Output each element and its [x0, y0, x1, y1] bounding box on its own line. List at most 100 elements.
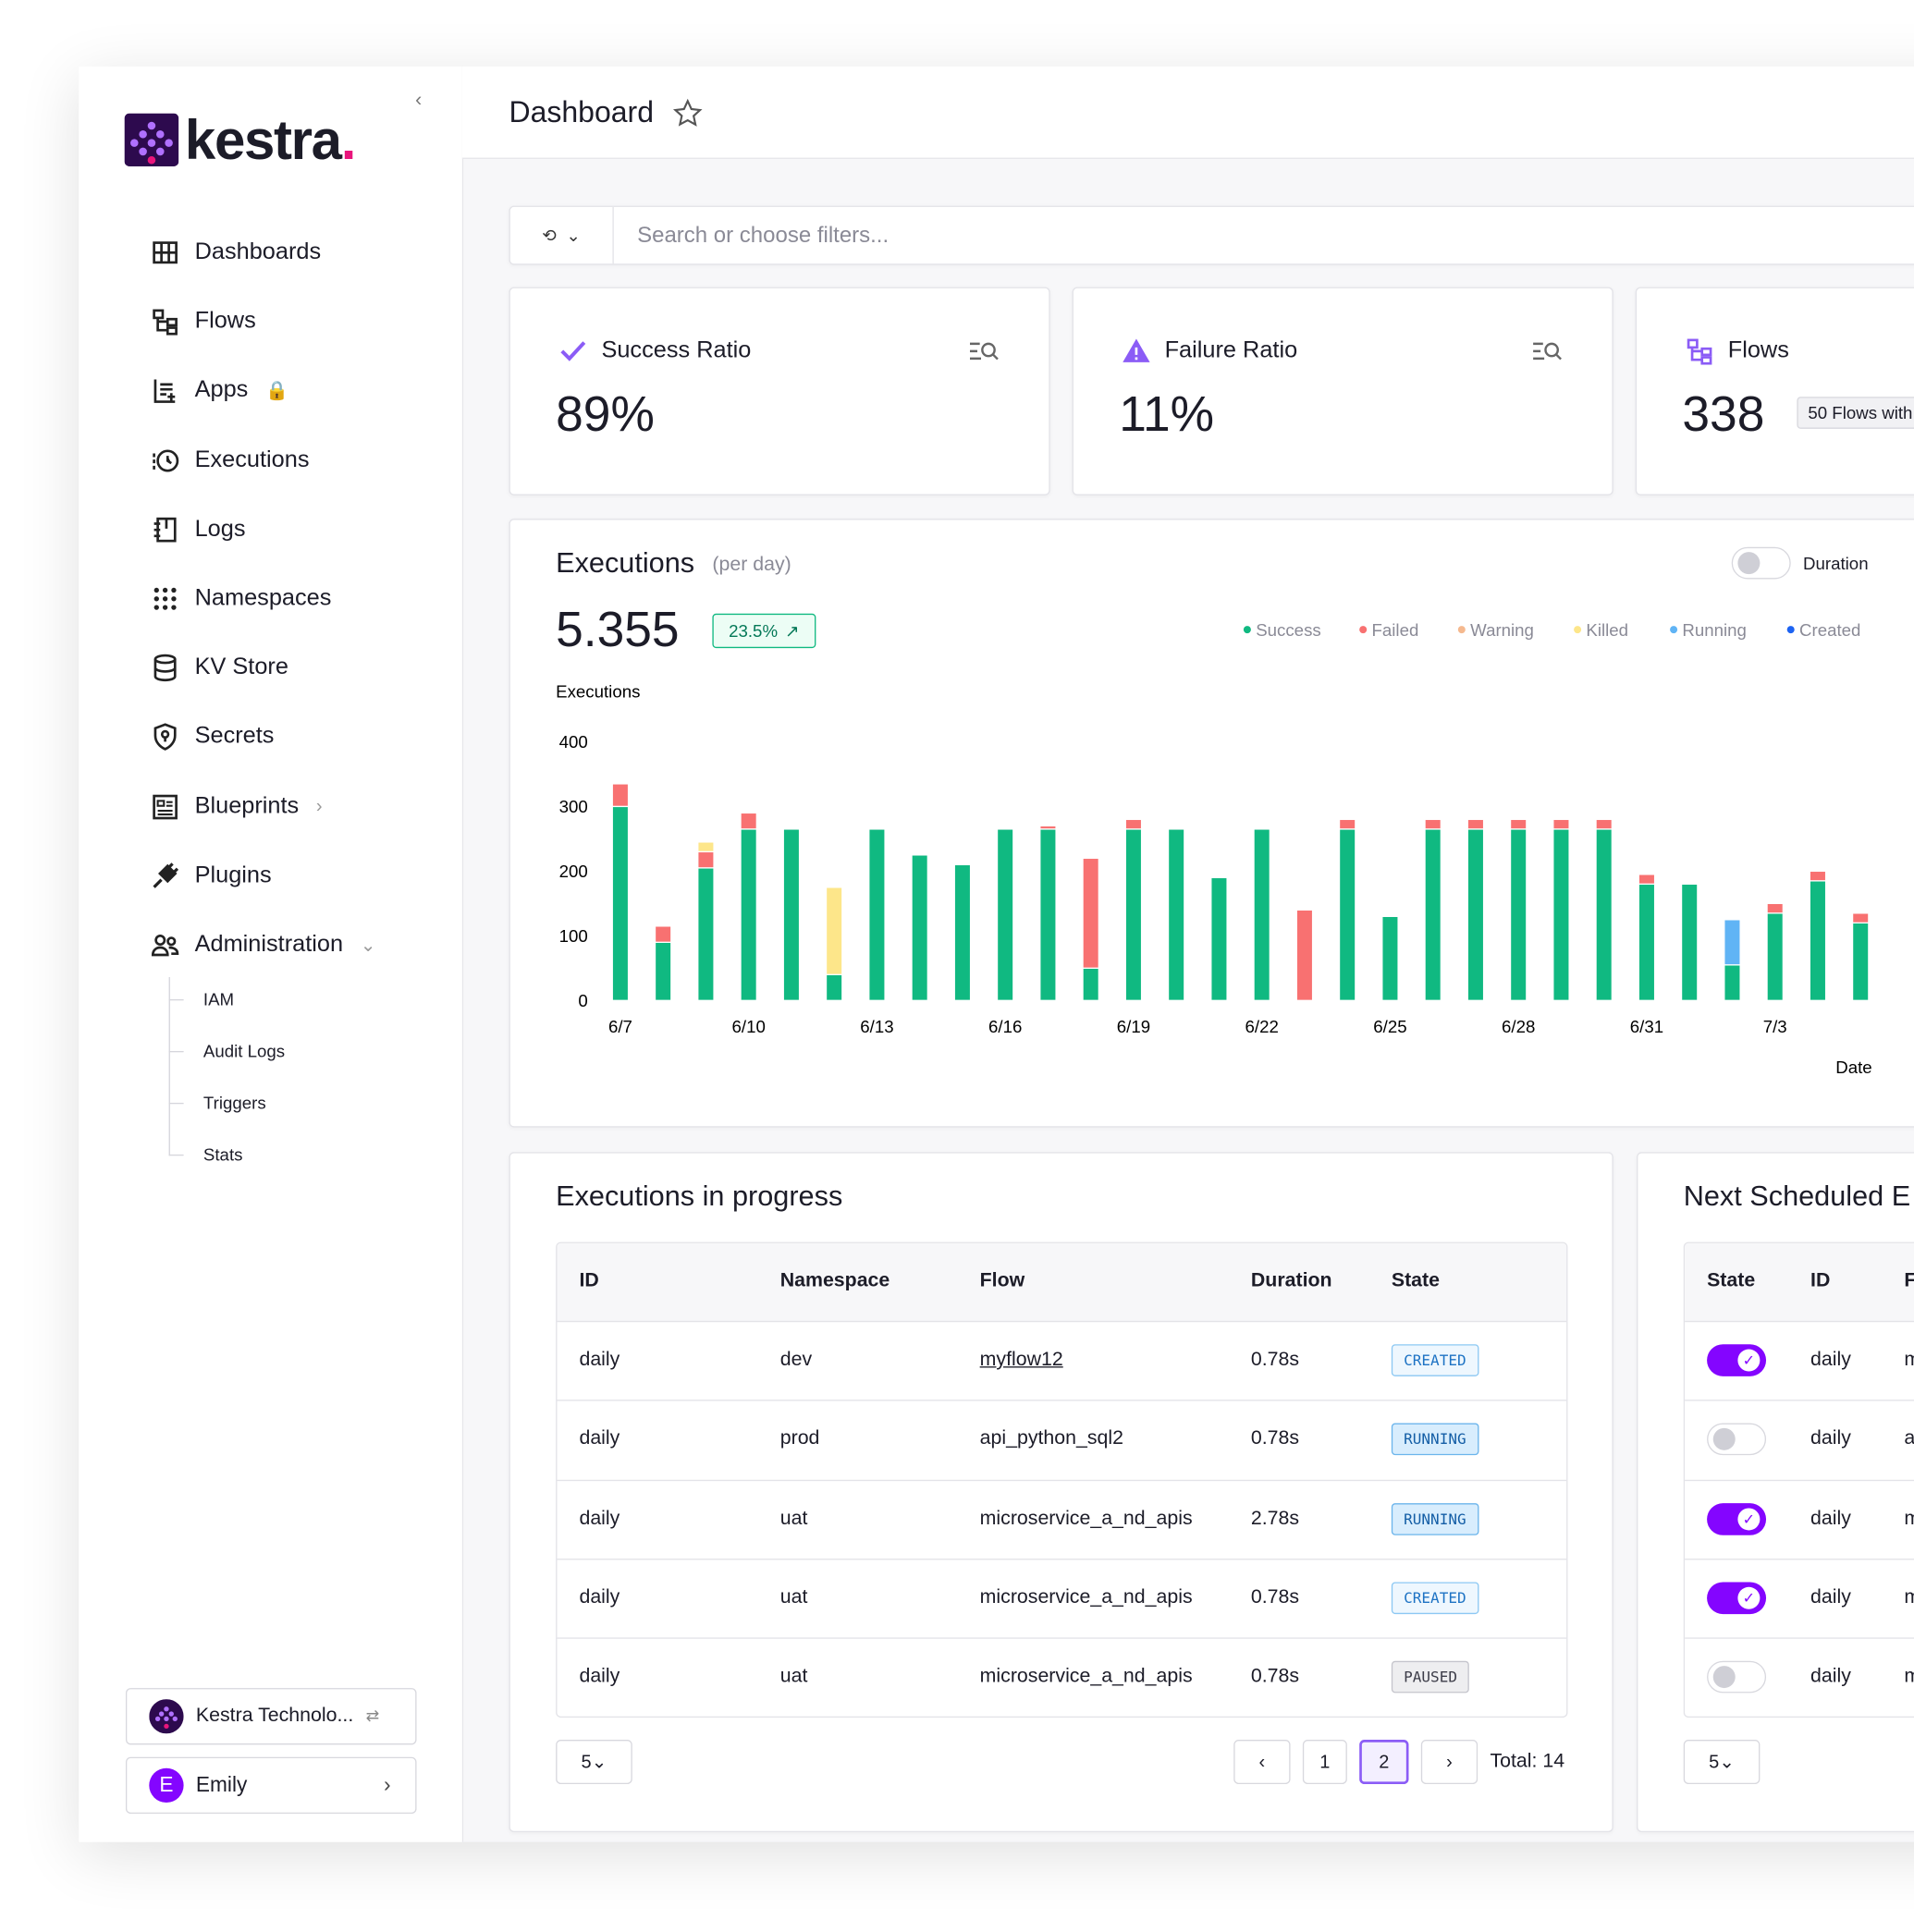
- bar-segment: [1851, 922, 1870, 1001]
- collapse-button[interactable]: ‹: [415, 90, 423, 111]
- legend-label[interactable]: Failed: [1372, 620, 1419, 640]
- bar-segment: [825, 973, 843, 1001]
- nav-item[interactable]: Administration ⌄: [151, 926, 376, 963]
- legend-dot[interactable]: [1359, 626, 1368, 634]
- legend-dot[interactable]: [1670, 626, 1678, 634]
- bar-segment: [1124, 828, 1143, 1001]
- nav-item[interactable]: KV Store: [151, 650, 288, 687]
- schedule-toggle[interactable]: [1707, 1423, 1767, 1456]
- legend-dot[interactable]: [1786, 626, 1795, 634]
- page-button[interactable]: 2: [1359, 1740, 1409, 1785]
- column-header[interactable]: F: [1904, 1270, 1914, 1292]
- table-cell: 0.78s: [1250, 1428, 1300, 1449]
- bar-segment: [1167, 828, 1185, 1001]
- schedule-toggle[interactable]: ✓: [1707, 1502, 1767, 1535]
- bar-segment: [1595, 828, 1613, 1001]
- bar-segment: [1124, 818, 1143, 830]
- nav-item[interactable]: Plugins: [151, 857, 272, 894]
- column-header[interactable]: Duration: [1250, 1270, 1332, 1291]
- legend-dot[interactable]: [1243, 626, 1251, 634]
- nav-item[interactable]: Secrets: [151, 719, 274, 756]
- user-menu[interactable]: E Emily ›: [125, 1756, 417, 1815]
- favorite-star[interactable]: [672, 98, 703, 128]
- x-tick-label: 6/16: [988, 1017, 1022, 1036]
- column-header[interactable]: ID: [579, 1270, 599, 1291]
- search-bar[interactable]: ⟲ ⌄ Search or choose filters...: [509, 205, 1914, 265]
- kpi-filter-button[interactable]: [1532, 339, 1564, 364]
- column-header[interactable]: State: [1391, 1270, 1440, 1291]
- x-tick-label: 6/28: [1502, 1017, 1535, 1036]
- row-divider: [1685, 1637, 1914, 1640]
- nav-item[interactable]: Blueprints ›: [151, 789, 323, 825]
- legend-label[interactable]: Success: [1256, 620, 1321, 640]
- nav-item[interactable]: Dashboards: [151, 234, 321, 271]
- duration-toggle[interactable]: [1731, 546, 1791, 580]
- column-header[interactable]: State: [1707, 1270, 1756, 1291]
- executions-table: ID Namespace Flow Duration State daily dev myfl…: [556, 1241, 1568, 1718]
- legend-label[interactable]: Running: [1682, 620, 1746, 640]
- prev-page[interactable]: ‹: [1233, 1740, 1291, 1785]
- nav-label: Executions: [194, 446, 310, 473]
- sub-nav-item[interactable]: Audit Logs: [202, 1041, 286, 1061]
- change-badge: 23.5% ↗: [712, 613, 816, 649]
- flow-link[interactable]: microservice_a_nd_apis: [979, 1666, 1193, 1687]
- kpi-filter-button[interactable]: [969, 339, 1001, 364]
- sub-nav-item[interactable]: Stats: [202, 1144, 243, 1165]
- next-scheduled-card: Next Scheduled E State ID F ✓ daily m daily a ✓ da…: [1637, 1152, 1914, 1833]
- nav-item[interactable]: Logs: [151, 511, 246, 548]
- flow-link[interactable]: microservice_a_nd_apis: [979, 1586, 1193, 1608]
- table-cell: uat: [779, 1666, 808, 1687]
- nav-item[interactable]: Namespaces: [151, 581, 331, 618]
- schedule-toggle[interactable]: ✓: [1707, 1582, 1767, 1614]
- table-cell: a: [1904, 1428, 1914, 1450]
- tree-branch: [168, 998, 184, 1001]
- nav-icon: [153, 654, 177, 682]
- sub-nav-item[interactable]: Triggers: [202, 1093, 266, 1113]
- toggle-label: Duration: [1803, 553, 1869, 573]
- flow-link[interactable]: api_python_sql2: [979, 1428, 1124, 1449]
- bar-segment: [1595, 818, 1613, 830]
- user-name: Emily: [195, 1773, 248, 1797]
- state-badge: CREATED: [1391, 1582, 1478, 1614]
- tenant-switcher[interactable]: Kestra Technolo... ⇄: [125, 1688, 417, 1745]
- legend-dot[interactable]: [1457, 626, 1466, 634]
- x-axis-label: Date: [1835, 1058, 1871, 1077]
- change-value: 23.5%: [729, 620, 779, 642]
- legend-dot[interactable]: [1574, 626, 1582, 634]
- bar-segment: [697, 841, 715, 853]
- page-size-select[interactable]: 5 ⌄: [1683, 1740, 1761, 1785]
- schedule-toggle[interactable]: ✓: [1707, 1344, 1767, 1376]
- page-button[interactable]: 1: [1302, 1740, 1347, 1785]
- nav-item[interactable]: Apps 🔒: [151, 373, 288, 410]
- column-header[interactable]: ID: [1810, 1270, 1831, 1291]
- schedule-toggle[interactable]: [1707, 1660, 1767, 1694]
- bar-segment: [1809, 870, 1827, 882]
- table-header-row: [557, 1242, 1567, 1323]
- tree-branch: [168, 1102, 184, 1105]
- history-filter[interactable]: ⟲ ⌄: [510, 206, 614, 264]
- nav-indicator: ⌄: [360, 935, 376, 957]
- table-cell: daily: [1810, 1666, 1851, 1687]
- legend-label[interactable]: Warning: [1470, 620, 1534, 640]
- chart-total: 5.355: [556, 603, 680, 658]
- column-header[interactable]: Namespace: [779, 1270, 890, 1291]
- bar-segment: [1466, 818, 1485, 830]
- table-cell: 0.78s: [1250, 1586, 1300, 1608]
- flow-link[interactable]: myflow12: [979, 1349, 1063, 1371]
- sub-nav-item[interactable]: IAM: [202, 989, 235, 1009]
- legend-label[interactable]: Killed: [1586, 620, 1628, 640]
- kpi-title: Flows: [1727, 337, 1789, 364]
- nav-icon: [153, 309, 178, 336]
- table-cell: daily: [1810, 1349, 1851, 1371]
- row-divider: [1685, 1479, 1914, 1481]
- bar-segment: [1851, 912, 1870, 924]
- nav-item[interactable]: Executions: [151, 442, 310, 479]
- page-size-select[interactable]: 5 ⌄: [556, 1740, 632, 1785]
- legend-label[interactable]: Created: [1799, 620, 1860, 640]
- column-header[interactable]: Flow: [979, 1270, 1025, 1291]
- bar-segment: [1638, 883, 1656, 1001]
- flow-link[interactable]: microservice_a_nd_apis: [979, 1507, 1193, 1529]
- next-page[interactable]: ›: [1420, 1740, 1478, 1785]
- nav-item[interactable]: Flows: [151, 303, 256, 340]
